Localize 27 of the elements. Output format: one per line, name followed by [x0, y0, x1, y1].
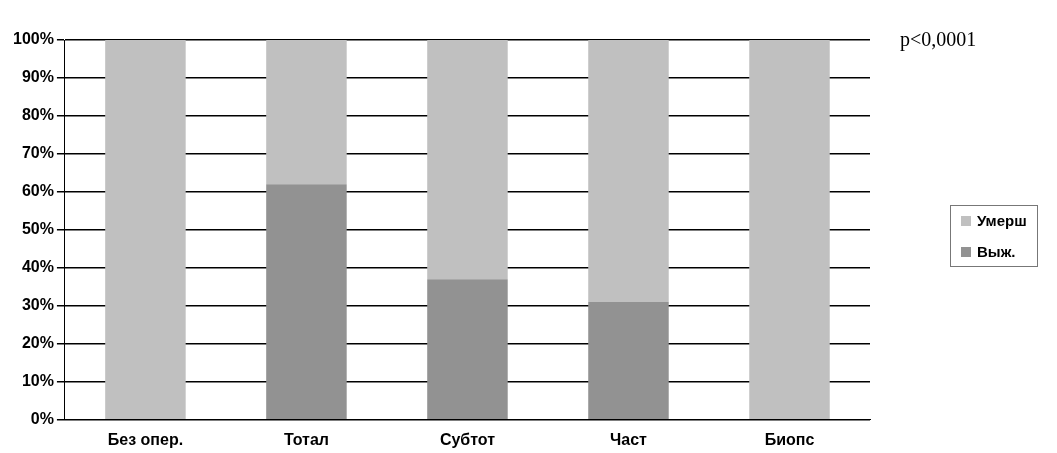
y-tick-label: 60%	[21, 182, 54, 200]
bar	[266, 40, 347, 185]
x-tick-label: Част	[610, 430, 648, 448]
y-tick-label: 50%	[21, 220, 54, 238]
bar	[427, 279, 508, 420]
text: p<0,0001	[900, 28, 977, 51]
y-tick-label: 90%	[21, 68, 54, 86]
bar	[427, 40, 508, 280]
x-tick-label: Субтот	[439, 430, 496, 448]
legend-label: Выж.	[977, 243, 1016, 260]
bar	[749, 40, 830, 420]
x-tick-label: Биопс	[764, 430, 815, 448]
y-tick-label: 10%	[21, 372, 54, 390]
bar	[266, 184, 347, 420]
y-tick-label: 70%	[21, 144, 54, 162]
y-tick-label: 0%	[30, 410, 54, 428]
legend-label: Умерш	[977, 212, 1027, 229]
bar	[105, 40, 186, 420]
y-tick-label: 30%	[21, 296, 54, 314]
x-tick-label: Тотал	[283, 430, 329, 448]
bar	[588, 40, 669, 303]
y-tick-label: 40%	[21, 258, 54, 276]
y-tick-label: 20%	[21, 334, 54, 352]
bar	[588, 302, 669, 420]
y-tick-label: 80%	[21, 106, 54, 124]
x-tick-label: Без опер.	[107, 430, 184, 448]
y-tick-label: 100%	[13, 30, 54, 48]
